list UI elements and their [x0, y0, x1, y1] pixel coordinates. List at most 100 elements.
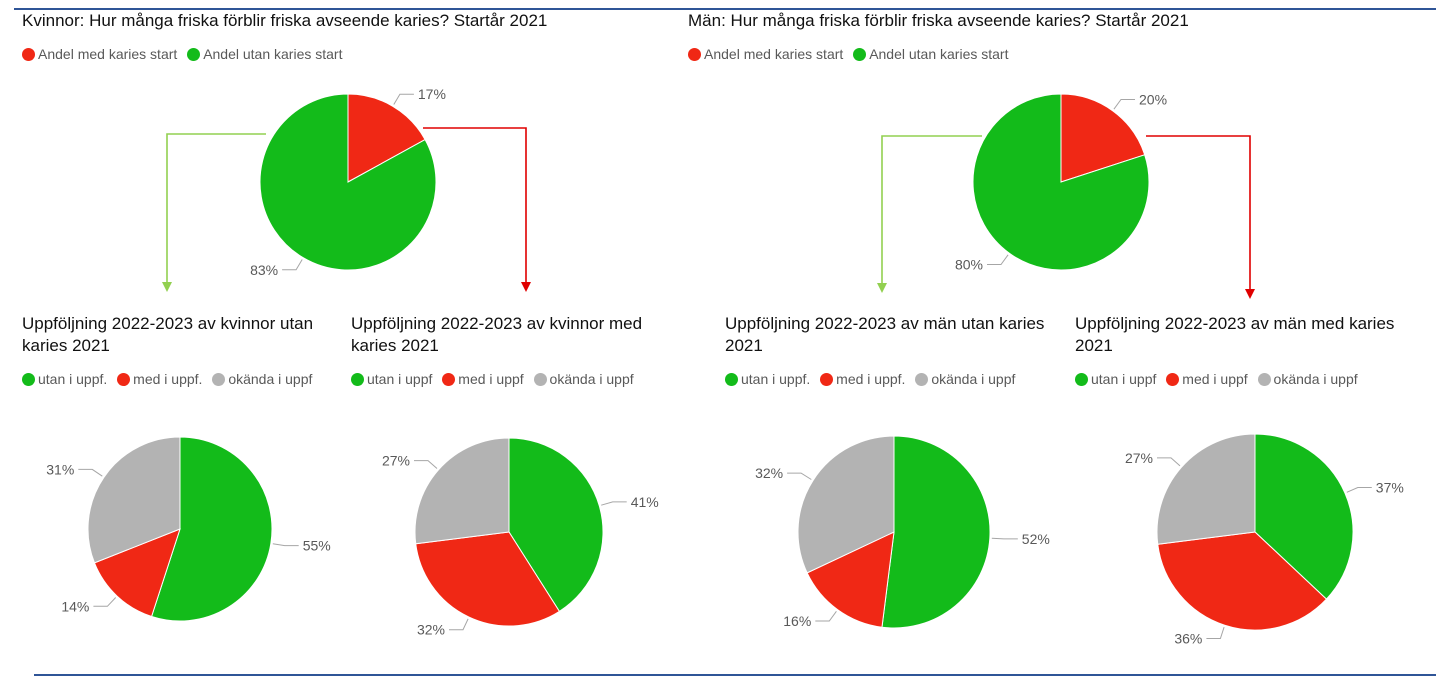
pie-slice [150, 436, 273, 622]
data-label: 31% [46, 461, 74, 477]
arrow-kvinnor-med [423, 127, 527, 283]
top-rule [14, 8, 1436, 10]
pie-slice [414, 437, 510, 545]
bottom-rule [34, 674, 1436, 676]
arrow-man-utan [881, 135, 982, 284]
data-label: 16% [783, 613, 811, 629]
leader-line [815, 611, 837, 622]
legend-dot-green [725, 372, 738, 386]
leader-line [987, 254, 1009, 265]
pie-slice [87, 436, 181, 564]
legend-dot-red [22, 47, 35, 61]
legend-item: med i uppf. [820, 371, 905, 387]
legend-kvinnor-utan: utan i uppf. med i uppf. okända i uppf [22, 371, 342, 389]
legend-dot-green [853, 47, 867, 61]
legend-man-utan: utan i uppf. med i uppf. okända i uppf [725, 371, 1065, 389]
legend-dot-gray [212, 372, 226, 386]
leader-line [1346, 487, 1372, 493]
data-label: 37% [1376, 480, 1404, 496]
arrowhead-kvinnor-med [521, 282, 531, 292]
leader-line [601, 501, 627, 506]
panel-man-utan: Uppföljning 2022-2023 av män utan karies… [725, 313, 1065, 389]
legend-item: Andel utan karies start [853, 46, 1008, 62]
chart-title-man-med: Uppföljning 2022-2023 av män med karies … [1075, 314, 1395, 355]
legend-dot-red [688, 47, 701, 61]
arrow-man-med [1146, 135, 1251, 290]
leader-line [272, 543, 299, 547]
legend-dot-gray [915, 372, 929, 386]
data-label: 17% [418, 86, 446, 102]
leader-line [78, 468, 103, 477]
data-label: 20% [1139, 92, 1167, 108]
pie-slice [93, 528, 181, 618]
chart-title-man-utan: Uppföljning 2022-2023 av män utan karies… [725, 314, 1045, 355]
legend-item: okända i uppf [915, 371, 1015, 387]
panel-kvinnor-utan: Uppföljning 2022-2023 av kvinnor utan ka… [22, 313, 342, 389]
legend-item: okända i uppf [533, 371, 634, 387]
pie-slice [1157, 531, 1328, 631]
legend-kvinnor-start: Andel med karies start Andel utan karies… [22, 46, 682, 64]
pie-slice [415, 531, 561, 627]
arrowhead-kvinnor-utan [162, 282, 172, 292]
leader-line [1206, 626, 1225, 639]
legend-item: okända i uppf [212, 371, 312, 387]
pie-slice [347, 93, 426, 183]
legend-man-med: utan i uppf med i uppf okända i uppf [1075, 371, 1415, 389]
data-label: 83% [250, 262, 278, 278]
legend-dot-gray [533, 372, 547, 386]
leader-line [393, 93, 414, 105]
data-label: 80% [955, 257, 983, 273]
leader-line [991, 537, 1018, 540]
legend-dot-green [351, 372, 364, 386]
chart-title-kvinnor-med: Uppföljning 2022-2023 av kvinnor med kar… [351, 314, 643, 355]
legend-item: utan i uppf. [725, 371, 810, 387]
pie-slice [1156, 433, 1256, 545]
panel-kvinnor-med: Uppföljning 2022-2023 av kvinnor med kar… [351, 313, 671, 389]
chart-title-man-start: Män: Hur många friska förblir friska avs… [688, 11, 1189, 30]
leader-line [414, 460, 438, 469]
legend-man-start: Andel med karies start Andel utan karies… [688, 46, 1388, 64]
data-label: 32% [417, 622, 445, 638]
data-label: 32% [755, 465, 783, 481]
arrowhead-man-utan [877, 283, 887, 293]
pie-slice [797, 435, 895, 574]
arrow-kvinnor-utan [166, 133, 266, 283]
chart-title-kvinnor-utan: Uppföljning 2022-2023 av kvinnor utan ka… [22, 314, 314, 355]
leader-line [282, 259, 303, 271]
legend-item: med i uppf. [117, 371, 202, 387]
leader-line [787, 472, 812, 480]
legend-dot-red [442, 372, 456, 386]
data-label: 36% [1174, 631, 1202, 647]
pie-slice [881, 435, 991, 629]
leader-line [1113, 99, 1135, 110]
legend-kvinnor-med: utan i uppf med i uppf okända i uppf [351, 371, 671, 389]
legend-item: okända i uppf [1257, 371, 1358, 387]
legend-item: Andel med karies start [22, 46, 177, 62]
legend-item: utan i uppf. [22, 371, 107, 387]
legend-dot-red [1166, 372, 1180, 386]
pie-slice [1060, 93, 1146, 183]
panel-kvinnor-start: Kvinnor: Hur många friska förblir friska… [22, 10, 682, 64]
pie-slice [972, 93, 1150, 271]
legend-dot-green [22, 372, 35, 386]
pie-slice [1254, 433, 1354, 600]
data-label: 27% [1125, 450, 1153, 466]
legend-item: Andel med karies start [688, 46, 843, 62]
data-label: 52% [1022, 531, 1050, 547]
panel-man-med: Uppföljning 2022-2023 av män med karies … [1075, 313, 1415, 389]
data-label: 27% [382, 453, 410, 469]
leader-line [93, 597, 117, 607]
leader-line [449, 618, 469, 631]
legend-item: med i uppf [442, 371, 524, 387]
legend-item: utan i uppf [1075, 371, 1156, 387]
chart-title-kvinnor-start: Kvinnor: Hur många friska förblir friska… [22, 11, 548, 30]
data-label: 41% [631, 494, 659, 510]
pie-slice [806, 531, 895, 628]
